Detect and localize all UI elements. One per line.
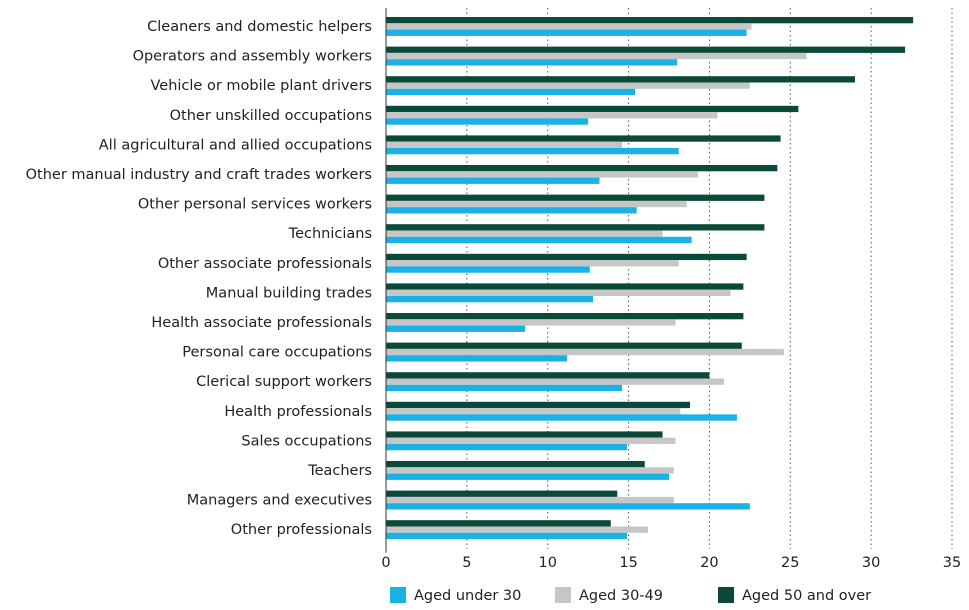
bar [386, 378, 724, 385]
category-label: Health associate professionals [151, 315, 372, 331]
bar [386, 260, 679, 267]
bar [386, 236, 692, 244]
bar [386, 384, 623, 392]
bar [386, 88, 636, 96]
bar [386, 52, 807, 60]
bar [386, 461, 645, 468]
legend-swatch [555, 587, 571, 603]
category-label: Vehicle or mobile plant drivers [150, 78, 372, 94]
category-label: Cleaners and domestic helpers [147, 19, 372, 35]
bar [386, 490, 618, 497]
bar [386, 496, 674, 504]
bar [386, 17, 914, 24]
bar [386, 296, 593, 303]
bar [386, 348, 784, 356]
category-label: Personal care occupations [182, 345, 372, 361]
category-label: Operators and assembly workers [133, 49, 372, 65]
category-label: Other unskilled occupations [170, 108, 372, 124]
x-tick-label: 5 [462, 555, 471, 571]
bar [386, 372, 710, 379]
bar [386, 207, 637, 214]
bar [386, 503, 750, 510]
category-label: Other personal services workers [138, 197, 372, 213]
bar [386, 283, 744, 290]
bar [386, 76, 855, 83]
bar [386, 148, 679, 155]
legend-label: Aged 50 and over [742, 588, 871, 604]
x-tick-label: 30 [862, 555, 880, 571]
bar [386, 289, 731, 296]
x-tick-label: 10 [538, 555, 556, 571]
bar [386, 526, 648, 533]
bar [386, 23, 752, 30]
x-tick-label: 0 [381, 555, 390, 571]
category-label: Other professionals [231, 522, 372, 538]
bar [386, 401, 691, 409]
bar [386, 224, 765, 231]
category-label: Other manual industry and craft trades w… [26, 167, 372, 183]
bar [386, 408, 681, 415]
bar [386, 431, 663, 438]
bar [386, 59, 678, 66]
x-tick-label: 25 [781, 555, 799, 571]
bar [386, 135, 781, 142]
legend-swatch [718, 587, 734, 603]
bar [386, 105, 799, 113]
category-label: Teachers [307, 463, 372, 479]
x-tick-label: 35 [943, 555, 961, 571]
bar [386, 532, 627, 540]
bar [386, 253, 747, 261]
bar [386, 520, 611, 527]
category-label: All agricultural and allied occupations [99, 137, 372, 153]
legend-swatch [390, 587, 406, 603]
bar [386, 165, 778, 172]
category-label: Other associate professionals [158, 256, 372, 272]
bar [386, 473, 669, 480]
bar [386, 46, 906, 53]
bar [386, 342, 742, 349]
category-label: Technicians [288, 226, 372, 242]
bar [386, 325, 526, 332]
bar [386, 112, 718, 119]
legend-label: Aged under 30 [414, 588, 521, 604]
category-label: Clerical support workers [196, 374, 372, 390]
category-label: Sales occupations [241, 433, 372, 449]
bar [386, 200, 687, 208]
bar [386, 437, 676, 444]
bar [386, 313, 744, 320]
x-tick-label: 15 [619, 555, 637, 571]
bar [386, 319, 676, 326]
bar [386, 414, 737, 421]
category-label: Manual building trades [206, 285, 372, 301]
category-label: Health professionals [224, 404, 372, 420]
bar [386, 355, 568, 362]
bar [386, 230, 663, 237]
bar [386, 171, 699, 178]
bar [386, 444, 627, 451]
bar [386, 467, 674, 474]
bar [386, 194, 765, 201]
bar [386, 141, 623, 148]
x-tick-label: 20 [700, 555, 718, 571]
category-label: Managers and executives [187, 493, 372, 509]
bar [386, 266, 590, 273]
bar [386, 118, 589, 125]
legend-label: Aged 30-49 [579, 588, 663, 604]
bar [386, 82, 750, 89]
bar [386, 29, 747, 36]
bar [386, 177, 600, 184]
